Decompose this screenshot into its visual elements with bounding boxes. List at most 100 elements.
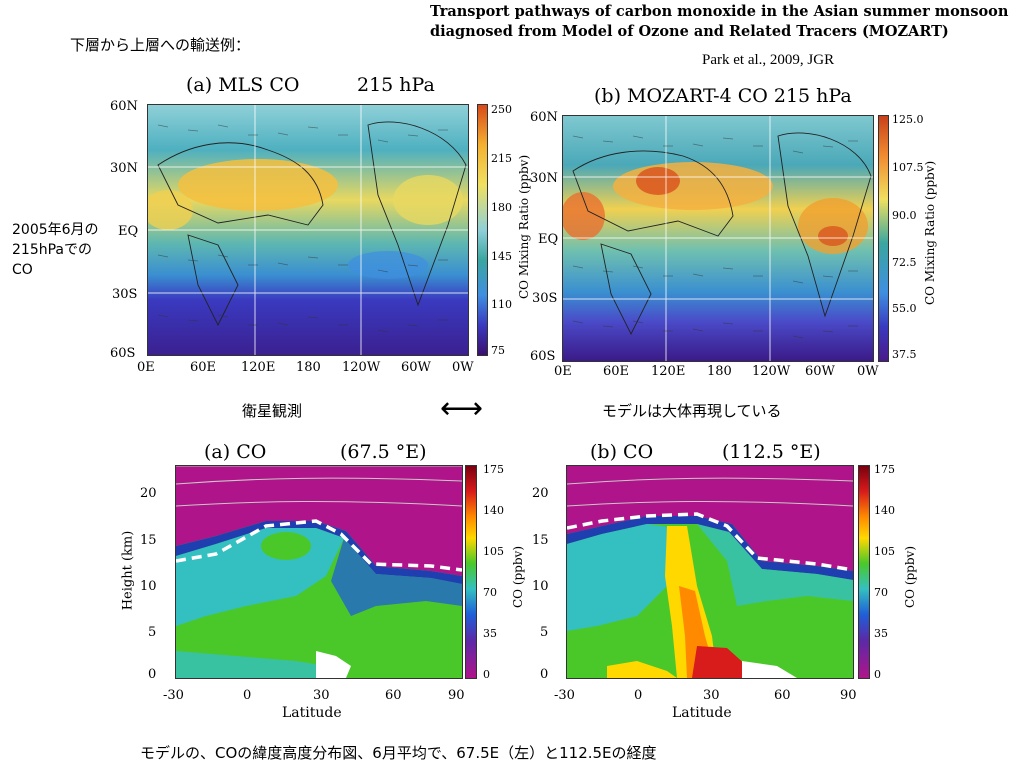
sec-b-xtick: 0 — [634, 688, 643, 703]
sec-b-xtick: 60 — [774, 688, 791, 703]
sec-a-ytick: 10 — [140, 579, 157, 594]
double-arrow: ⟷ — [440, 391, 484, 426]
sec-b-cbar-tick: 140 — [874, 504, 895, 517]
sec-a-ylabel: Height (km) — [120, 530, 136, 611]
sec-b-xlabel: Latitude — [672, 705, 732, 721]
map-a-xtick: 0E — [137, 360, 155, 375]
map-a-xtick: 60E — [190, 360, 217, 375]
left-heading: 下層から上層への輸送例： — [70, 36, 251, 54]
map-a-ytick: 30N — [110, 161, 138, 176]
map-a-cbar-tick: 180 — [491, 201, 512, 214]
map-a-ytick: 60S — [110, 346, 136, 361]
map-b-xtick: 60E — [603, 364, 630, 379]
map-a-xtick: 120W — [342, 360, 381, 375]
sec-a-cbar-tick: 105 — [483, 545, 504, 558]
sec-a-plot — [175, 465, 463, 679]
map-b-title: (b) MOZART-4 CO 215 hPa — [594, 85, 852, 107]
sec-a-lon: (67.5 °E) — [340, 441, 427, 463]
map-b-cbar-tick: 72.5 — [892, 256, 917, 269]
sec-b-ytick: 10 — [532, 579, 549, 594]
sec-a-ytick: 5 — [148, 625, 157, 640]
sec-b-xtick: 90 — [840, 688, 857, 703]
map-a-plot — [147, 104, 469, 356]
sec-a-xtick: 60 — [385, 688, 402, 703]
footer-caption: モデルの、COの緯度高度分布図、6月平均で、67.5E（左）と112.5Eの経度 — [140, 744, 657, 762]
sec-b-ytick: 5 — [540, 625, 549, 640]
sec-b-xtick: 30 — [703, 688, 720, 703]
sec-a-cbar-tick: 35 — [483, 627, 497, 640]
sec-a-cbar-tick: 70 — [483, 586, 497, 599]
sec-b-xtick: -30 — [554, 688, 575, 703]
map-a-colorbar — [477, 104, 488, 356]
map-b-xtick: 0E — [554, 364, 572, 379]
sec-a-cbar-label: CO (ppbv) — [511, 545, 525, 609]
sec-b-field — [567, 466, 853, 678]
sec-b-cbar-tick: 35 — [874, 627, 888, 640]
side-note: 2005年6月の215hPaでのCO — [12, 222, 99, 278]
map-b-colorbar — [878, 115, 889, 362]
map-b-cbar-tick: 37.5 — [892, 348, 917, 361]
sec-a-cbar-tick: 0 — [483, 668, 490, 681]
map-b-xtick: 60W — [805, 364, 835, 379]
map-a-ytick: EQ — [118, 224, 139, 239]
map-a-cbar-tick: 250 — [491, 103, 512, 116]
citation: Park et al., 2009, JGR — [702, 52, 835, 68]
sec-a-xtick: 30 — [313, 688, 330, 703]
sec-a-xtick: 0 — [243, 688, 252, 703]
sec-a-field — [176, 466, 462, 678]
map-b-xtick: 180 — [707, 364, 732, 379]
map-b-xtick: 120E — [651, 364, 686, 379]
map-b-ytick: 60S — [530, 349, 556, 364]
map-a-field — [148, 105, 468, 355]
map-a-cbar-tick: 145 — [491, 250, 512, 263]
map-a-ytick: 30S — [112, 287, 138, 302]
map-b-cbar-tick: 55.0 — [892, 302, 917, 315]
sec-b-lon: (112.5 °E) — [722, 441, 821, 463]
map-a-xtick: 60W — [401, 360, 431, 375]
map-a-xtick: 0W — [452, 360, 474, 375]
map-a-xtick: 120E — [241, 360, 276, 375]
sec-b-ytick: 0 — [540, 667, 549, 682]
sec-b-title: (b) CO — [590, 441, 654, 463]
sec-a-ytick: 20 — [140, 486, 157, 501]
map-b-cbar-tick: 107.5 — [892, 161, 924, 174]
sec-b-cbar-tick: 0 — [874, 668, 881, 681]
map-b-ytick: EQ — [538, 232, 559, 247]
map-b-ytick: 60N — [530, 110, 558, 125]
map-b-plot — [562, 115, 874, 362]
sec-a-ytick: 0 — [148, 667, 157, 682]
map-b-cbar-tick: 90.0 — [892, 209, 917, 222]
map-a-cbar-label: CO Mixing Ratio (ppbv) — [517, 154, 531, 299]
paper-title: Transport pathways of carbon monoxide in… — [430, 3, 1009, 40]
map-b-ytick: 30S — [532, 291, 558, 306]
map-b-cbar-tick: 125.0 — [892, 113, 924, 126]
sec-a-xtick: -30 — [163, 688, 184, 703]
sec-b-colorbar — [858, 465, 870, 679]
map-b-ytick: 30N — [530, 171, 558, 186]
sec-b-cbar-tick: 175 — [874, 463, 895, 476]
sec-b-ytick: 15 — [532, 533, 549, 548]
map-a-cbar-tick: 110 — [491, 298, 512, 311]
model-label: モデルは大体再現している — [602, 402, 782, 420]
sec-b-cbar-tick: 105 — [874, 545, 895, 558]
map-b-xtick: 120W — [752, 364, 791, 379]
sec-a-xtick: 90 — [448, 688, 465, 703]
map-b-field — [563, 116, 873, 361]
map-a-cbar-tick: 75 — [491, 344, 505, 357]
map-b-xtick: 0W — [857, 364, 879, 379]
map-a-ytick: 60N — [110, 99, 138, 114]
map-a-cbar-tick: 215 — [491, 152, 512, 165]
sec-b-cbar-label: CO (ppbv) — [903, 545, 917, 609]
sec-a-title: (a) CO — [204, 441, 267, 463]
map-b-cbar-label: CO Mixing Ratio (ppbv) — [923, 160, 937, 305]
map-a-level: 215 hPa — [357, 74, 435, 96]
sec-a-xlabel: Latitude — [282, 705, 342, 721]
sec-a-colorbar — [465, 465, 477, 679]
satellite-label: 衛星観測 — [242, 402, 303, 420]
sec-a-ytick: 15 — [140, 533, 157, 548]
sec-b-plot — [566, 465, 854, 679]
sec-a-cbar-tick: 175 — [483, 463, 504, 476]
sec-b-cbar-tick: 70 — [874, 586, 888, 599]
sec-b-ytick: 20 — [532, 486, 549, 501]
sec-a-cbar-tick: 140 — [483, 504, 504, 517]
